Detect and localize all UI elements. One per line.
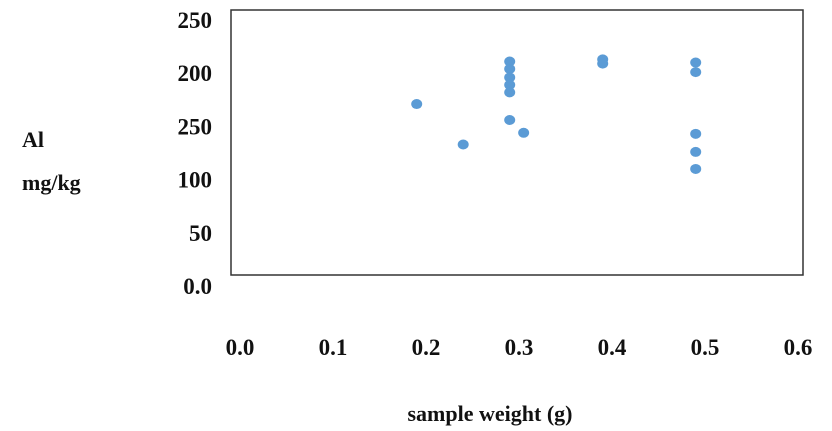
data-point	[504, 72, 516, 83]
data-point	[457, 139, 469, 150]
data-point	[690, 57, 702, 68]
x-tick-label: 0.4	[598, 335, 627, 360]
x-tick-label: 0.0	[226, 335, 255, 360]
data-point	[504, 63, 516, 74]
plot-area-frame	[230, 9, 804, 276]
x-tick-label: 0.1	[319, 335, 348, 360]
data-point	[411, 99, 423, 110]
data-point	[504, 87, 516, 98]
data-point	[690, 128, 702, 139]
x-tick-label: 0.6	[784, 335, 813, 360]
y-tick-label: 0.0	[183, 274, 212, 299]
data-point	[504, 56, 516, 67]
data-point	[690, 163, 702, 174]
y-tick-label: 250	[178, 114, 213, 139]
x-tick-label: 0.5	[691, 335, 720, 360]
y-axis-label-line-1: Al	[22, 127, 44, 152]
data-point	[504, 79, 516, 90]
y-tick-label: 50	[189, 221, 212, 246]
data-points	[411, 54, 702, 174]
x-tick-label: 0.2	[412, 335, 441, 360]
y-axis-label-line-2: mg/kg	[22, 170, 81, 195]
data-point	[597, 58, 609, 69]
x-axis-label: sample weight (g)	[408, 401, 573, 426]
y-tick-label: 200	[178, 61, 213, 86]
y-axis-ticks: 0.0 50 100 250 200 250	[178, 8, 213, 299]
x-axis-ticks: 0.0 0.1 0.2 0.3 0.4 0.5 0.6	[226, 335, 813, 360]
x-tick-label: 0.3	[505, 335, 534, 360]
data-point	[690, 146, 702, 157]
data-point	[518, 127, 530, 138]
data-point	[504, 115, 516, 126]
y-tick-label: 250	[178, 8, 213, 33]
y-tick-label: 100	[178, 168, 213, 193]
data-point	[690, 67, 702, 78]
